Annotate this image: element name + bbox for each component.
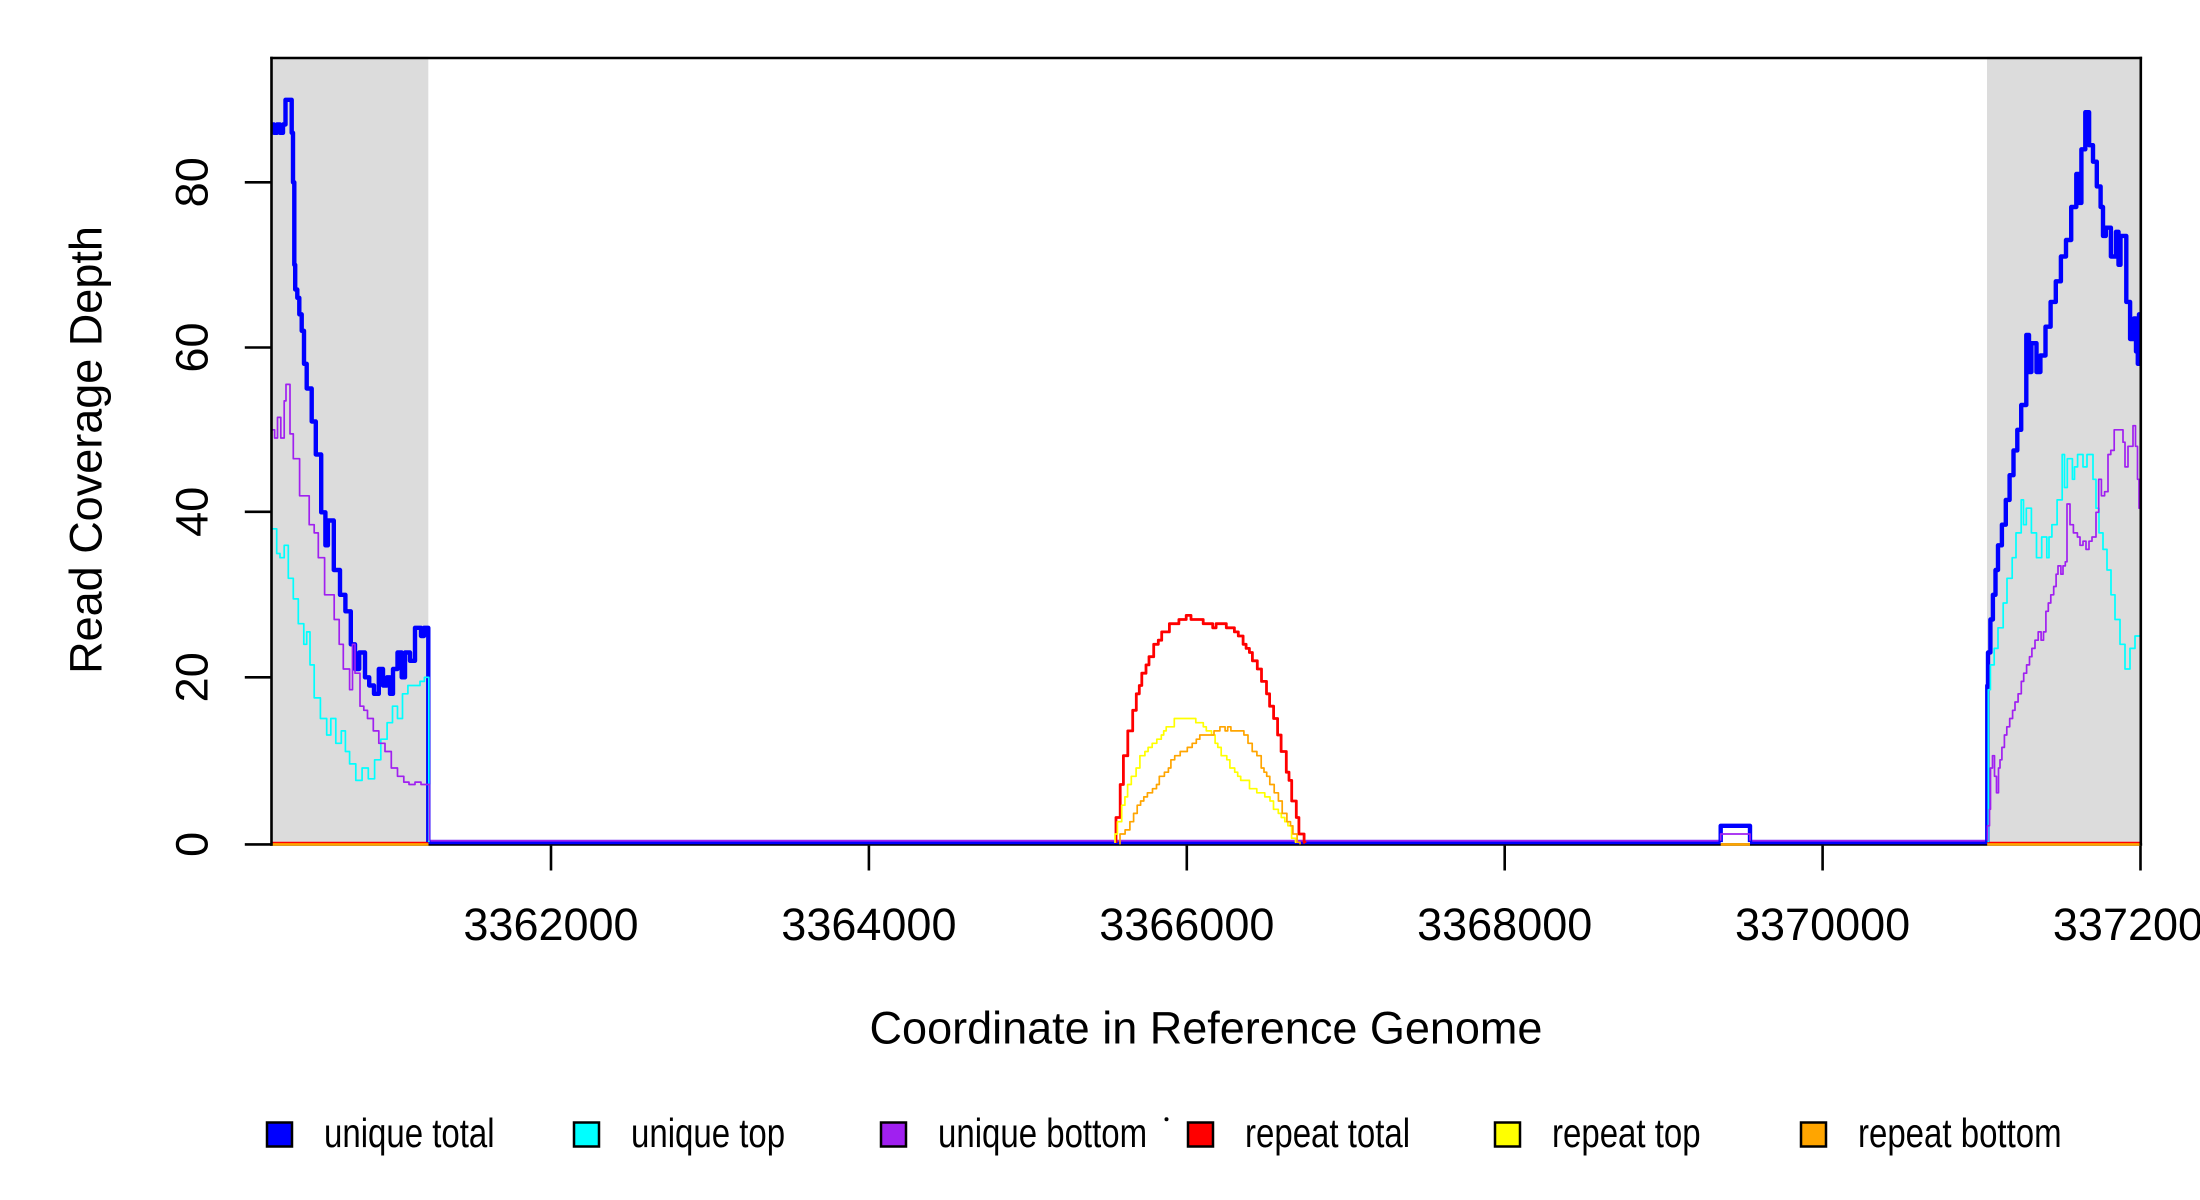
svg-text:unique top: unique top [631,1110,785,1156]
svg-text:unique total: unique total [324,1110,495,1156]
svg-text:repeat top: repeat top [1552,1110,1701,1156]
svg-text:3366000: 3366000 [1099,899,1274,950]
svg-text:3368000: 3368000 [1417,899,1592,950]
svg-text:3362000: 3362000 [463,899,638,950]
svg-text:60: 60 [167,322,218,372]
svg-text:Read Coverage Depth: Read Coverage Depth [60,226,111,674]
svg-text:40: 40 [167,487,218,537]
svg-text:20: 20 [167,652,218,702]
svg-text:unique bottom: unique bottom [938,1110,1147,1156]
svg-text:0: 0 [167,832,218,857]
svg-text:Coordinate in Reference Genome: Coordinate in Reference Genome [870,1003,1543,1054]
svg-text:repeat total: repeat total [1245,1110,1410,1156]
svg-text:3364000: 3364000 [781,899,956,950]
svg-text:3370000: 3370000 [1735,899,1910,950]
svg-text:80: 80 [167,157,218,207]
svg-text:repeat bottom: repeat bottom [1858,1110,2062,1156]
